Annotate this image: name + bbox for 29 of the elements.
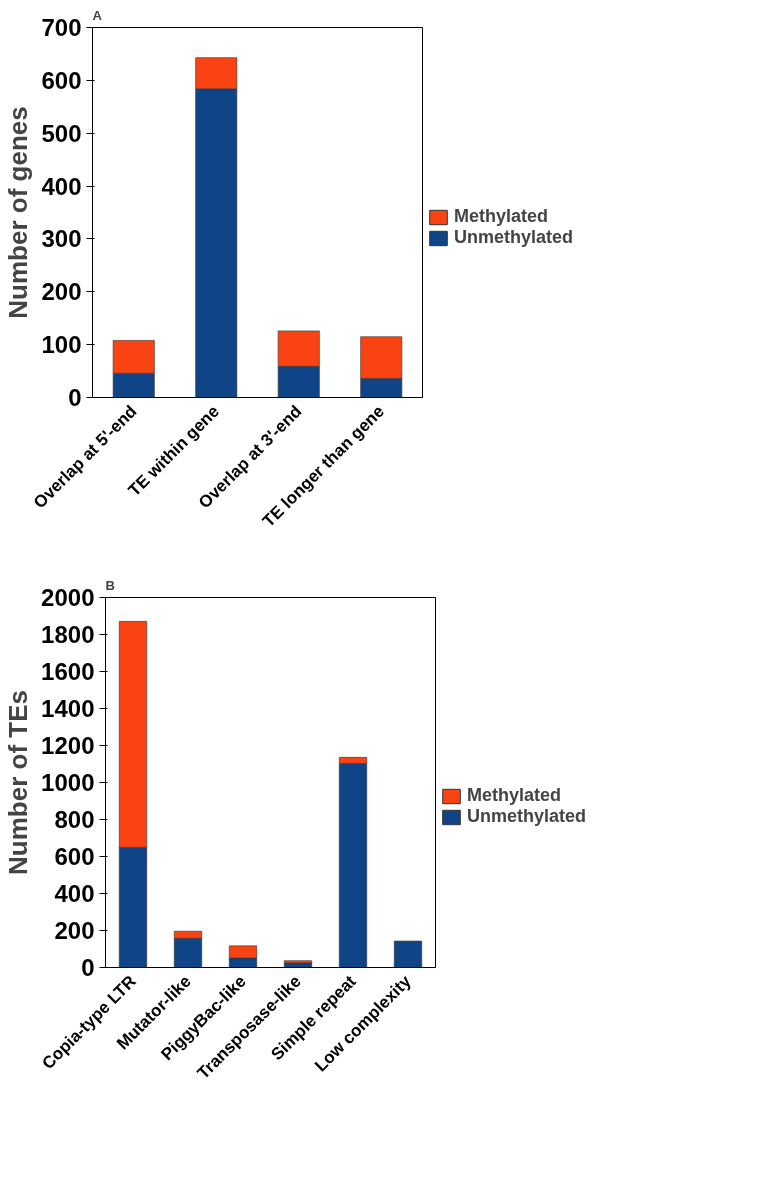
y-tick-label: 500	[41, 119, 82, 147]
legend-label: Methylated	[454, 206, 549, 227]
y-tick-label: 400	[41, 172, 82, 200]
y-axis-title: Number of TEs	[3, 690, 34, 875]
y-tick-label: 0	[68, 384, 82, 411]
legend-label: Methylated	[467, 785, 562, 806]
y-tick-label: 400	[54, 880, 95, 907]
y-tick-label: 1600	[41, 658, 95, 685]
y-tick-label: 0	[81, 954, 95, 981]
y-tick-label: 1200	[41, 732, 95, 759]
y-tick-label: 1800	[41, 621, 95, 648]
y-tick-label: 200	[41, 278, 82, 306]
y-tick-label: 100	[41, 331, 82, 359]
y-tick-label: 300	[41, 225, 82, 253]
legend-label: Unmethylated	[467, 806, 587, 827]
y-axis-title: Number of genes	[3, 106, 34, 319]
y-tick-label: 600	[41, 66, 82, 94]
y-tick-label: 600	[54, 843, 95, 870]
bar	[393, 941, 423, 968]
y-tick-label: 700	[41, 14, 82, 41]
y-tick-label: 1000	[41, 769, 95, 796]
text: B	[105, 577, 115, 593]
bar	[283, 960, 313, 964]
y-tick-label: 200	[54, 917, 95, 944]
legend-label: Unmethylated	[454, 227, 574, 248]
y-tick-label: 800	[54, 806, 95, 833]
y-tick-label: 1400	[41, 695, 95, 722]
y-tick-label: 2000	[41, 584, 95, 611]
text: A	[92, 7, 103, 23]
